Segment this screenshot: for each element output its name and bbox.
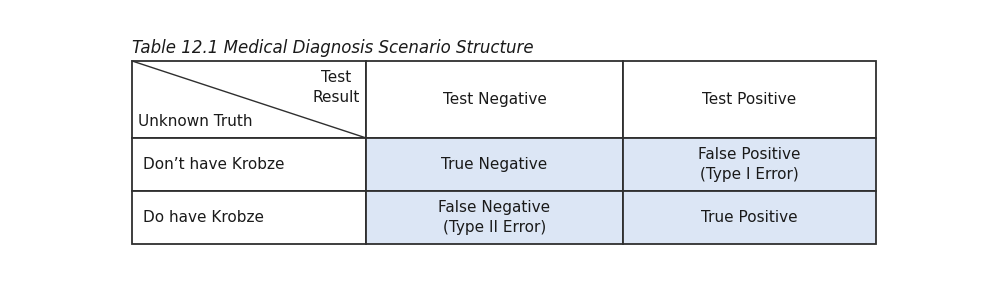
Bar — [367, 138, 623, 191]
Bar — [367, 61, 623, 138]
Bar — [367, 191, 623, 244]
Text: Test
Result: Test Result — [313, 70, 360, 104]
Text: Table 12.1 Medical Diagnosis Scenario Structure: Table 12.1 Medical Diagnosis Scenario St… — [132, 39, 534, 57]
Text: Do have Krobze: Do have Krobze — [143, 210, 263, 225]
Bar — [623, 61, 876, 138]
Text: True Negative: True Negative — [441, 157, 548, 172]
Text: False Positive
(Type I Error): False Positive (Type I Error) — [698, 147, 800, 182]
Bar — [132, 61, 367, 138]
Text: Test Positive: Test Positive — [702, 92, 796, 107]
Bar — [623, 191, 876, 244]
Bar — [623, 138, 876, 191]
Text: Unknown Truth: Unknown Truth — [138, 114, 253, 129]
Text: Test Negative: Test Negative — [442, 92, 547, 107]
Text: Don’t have Krobze: Don’t have Krobze — [143, 157, 284, 172]
Text: True Positive: True Positive — [701, 210, 797, 225]
Bar — [132, 191, 367, 244]
Text: False Negative
(Type II Error): False Negative (Type II Error) — [438, 200, 550, 235]
Bar — [132, 138, 367, 191]
